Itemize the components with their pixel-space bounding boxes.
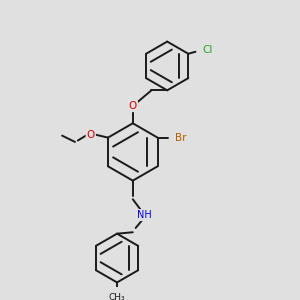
Text: O: O [87,130,95,140]
Text: Cl: Cl [202,45,212,55]
Text: Br: Br [175,133,186,142]
Text: CH₃: CH₃ [109,293,125,300]
Text: NH: NH [137,210,152,220]
Text: O: O [129,101,137,111]
